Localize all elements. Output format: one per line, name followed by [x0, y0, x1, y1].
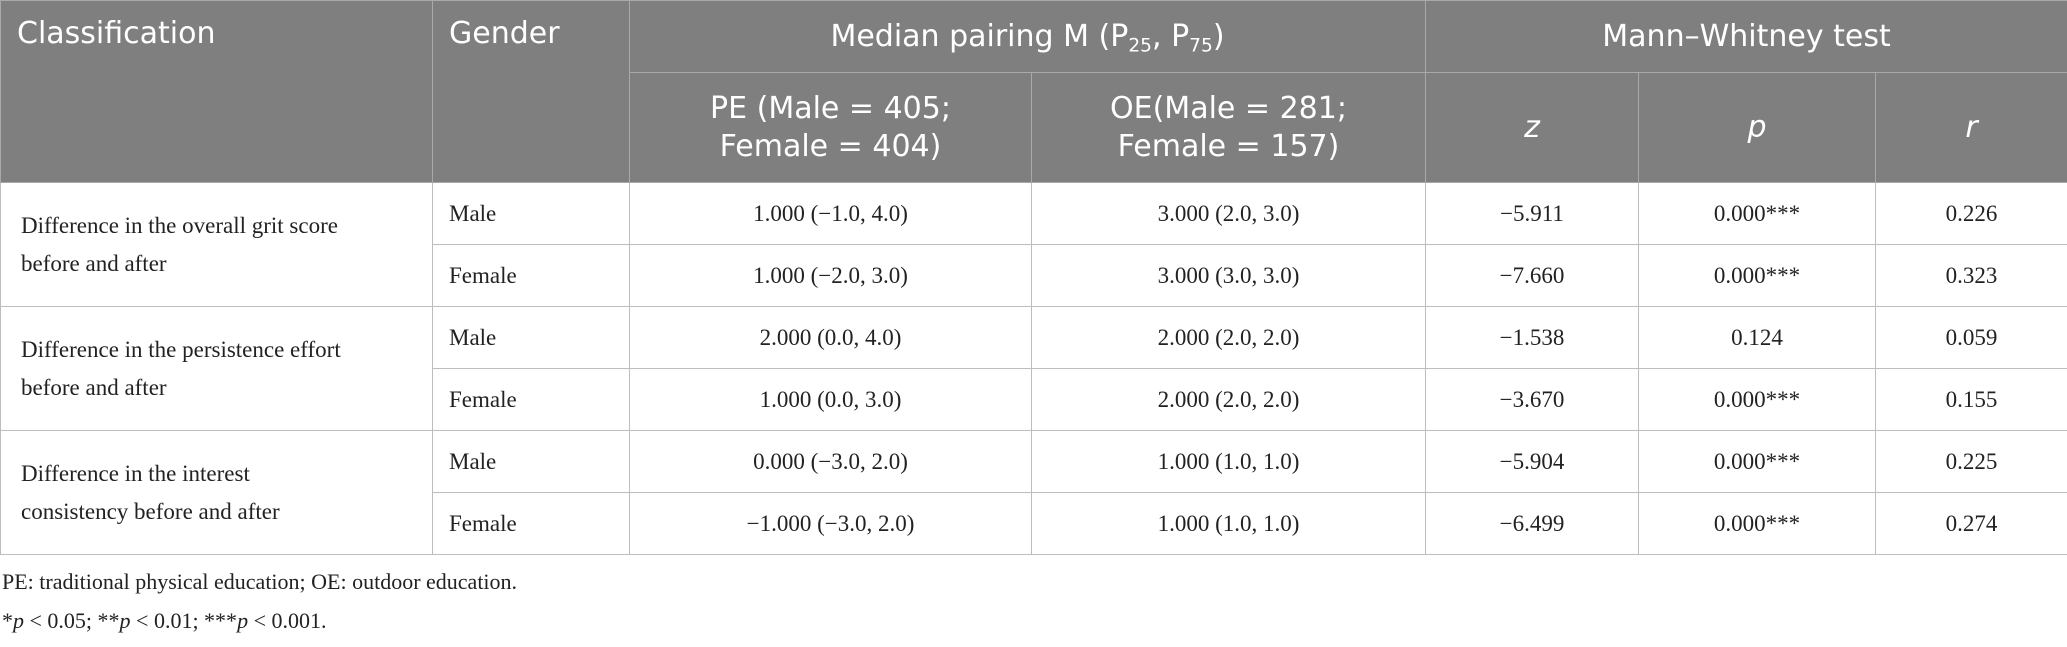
footnote-text: < 0.01; ***	[130, 608, 238, 633]
footnote-text: p	[237, 608, 249, 633]
header-cell: OE(Male = 281; Female = 157)	[1031, 72, 1426, 183]
header-text: r	[1965, 109, 1978, 145]
value-cell: −6.499	[1425, 492, 1639, 555]
footnote-text: < 0.05; **	[24, 608, 120, 633]
footnote-text: *	[2, 608, 13, 633]
value-cell: 0.274	[1874, 492, 2067, 555]
gender-cell: Male	[432, 182, 630, 245]
header-line: OE(Male = 281;	[1110, 90, 1347, 126]
header-cell: Mann–Whitney test	[1424, 0, 2067, 73]
table-row: Difference in the interest consistency b…	[0, 430, 2067, 555]
table-row: Female 1.000 (−2.0, 3.0) 3.000 (3.0, 3.0) −…	[1, 244, 2067, 307]
value-cell: 0.000***	[1638, 430, 1876, 493]
value-cell: 0.000***	[1638, 182, 1876, 245]
header-cell: PE (Male = 405; Female = 404)	[629, 72, 1032, 183]
value-cell: 2.000 (2.0, 2.0)	[1031, 306, 1426, 369]
header-text: z	[1524, 109, 1540, 145]
value-cell: 1.000 (1.0, 1.0)	[1031, 430, 1426, 493]
value-cell: 3.000 (2.0, 3.0)	[1031, 182, 1426, 245]
header-text: p	[1747, 109, 1767, 145]
value-cell: 1.000 (−2.0, 3.0)	[629, 244, 1032, 307]
value-cell: −1.000 (−3.0, 2.0)	[629, 492, 1032, 555]
table-row: Difference in the overall grit score bef…	[0, 182, 2067, 307]
value-cell: 0.124	[1638, 306, 1876, 369]
gender-cell: Female	[432, 368, 630, 431]
header-cell: r	[1874, 72, 2067, 183]
header-cell: Gender	[432, 0, 630, 183]
value-cell: 0.226	[1874, 182, 2067, 245]
table-body: Difference in the overall grit score bef…	[0, 182, 2067, 555]
header-line: Female = 157)	[1117, 128, 1340, 164]
table-row: Female −1.000 (−3.0, 2.0) 1.000 (1.0, 1.0)…	[1, 492, 2067, 555]
header-text: 25	[1128, 35, 1152, 57]
footnote-text: < 0.001.	[248, 608, 327, 633]
value-cell: 1.000 (0.0, 3.0)	[629, 368, 1032, 431]
value-cell: 1.000 (−1.0, 4.0)	[629, 182, 1032, 245]
table-row: Female 1.000 (0.0, 3.0) 2.000 (2.0, 2.0) −3…	[1, 368, 2067, 431]
classification-cell: Difference in the overall grit score bef…	[0, 182, 433, 307]
value-cell: −3.670	[1425, 368, 1639, 431]
footnote: *p < 0.05; **p < 0.01; ***p < 0.001.	[0, 601, 2067, 640]
value-cell: 2.000 (0.0, 4.0)	[629, 306, 1032, 369]
gender-cell: Female	[432, 492, 630, 555]
header-text: 75	[1189, 35, 1213, 57]
value-cell: 0.000 (−3.0, 2.0)	[629, 430, 1032, 493]
value-cell: 2.000 (2.0, 2.0)	[1031, 368, 1426, 431]
header-text: Median pairing M (P	[830, 18, 1129, 54]
classification-cell: Difference in the interest consistency b…	[0, 430, 433, 555]
classification-cell: Difference in the persistence effort bef…	[0, 306, 433, 431]
value-cell: −5.911	[1425, 182, 1639, 245]
table-row: Difference in the persistence effort bef…	[0, 306, 2067, 431]
value-cell: −5.904	[1425, 430, 1639, 493]
header-cell: Median pairing M (P25, P75)	[629, 0, 1426, 73]
value-cell: 0.000***	[1638, 368, 1876, 431]
footnote: PE: traditional physical education; OE: …	[2, 569, 518, 594]
footnote-text: p	[119, 608, 131, 633]
value-cell: 0.000***	[1638, 492, 1876, 555]
value-cell: 3.000 (3.0, 3.0)	[1031, 244, 1426, 307]
header-text: )	[1212, 18, 1225, 54]
gender-cell: Male	[432, 430, 630, 493]
header-row: Classification Gender Median pairing M (P2…	[0, 0, 2067, 183]
value-cell: 0.225	[1874, 430, 2067, 493]
value-cell: 0.155	[1874, 368, 2067, 431]
header-line: PE (Male = 405;	[710, 90, 951, 126]
header-row: PE (Male = 405; Female = 404) OE(Male = 28…	[1, 72, 2067, 183]
value-cell: 0.323	[1874, 244, 2067, 307]
footnote-text: p	[13, 608, 24, 633]
notes: PE: traditional physical education; OE: …	[0, 555, 2067, 640]
header-text: , P	[1152, 18, 1190, 54]
data-table: Classification Gender Median pairing M (P2…	[0, 0, 2067, 555]
value-cell: 0.059	[1874, 306, 2067, 369]
header-line: Female = 404)	[719, 128, 942, 164]
value-cell: 0.000***	[1638, 244, 1876, 307]
header-cell: Classification	[0, 0, 433, 183]
value-cell: 1.000 (1.0, 1.0)	[1031, 492, 1426, 555]
header-cell: z	[1425, 72, 1639, 183]
value-cell: −1.538	[1425, 306, 1639, 369]
header-cell: p	[1638, 72, 1876, 183]
gender-cell: Male	[432, 306, 630, 369]
value-cell: −7.660	[1425, 244, 1639, 307]
gender-cell: Female	[432, 244, 630, 307]
table-header: Classification Gender Median pairing M (P2…	[0, 0, 2067, 183]
